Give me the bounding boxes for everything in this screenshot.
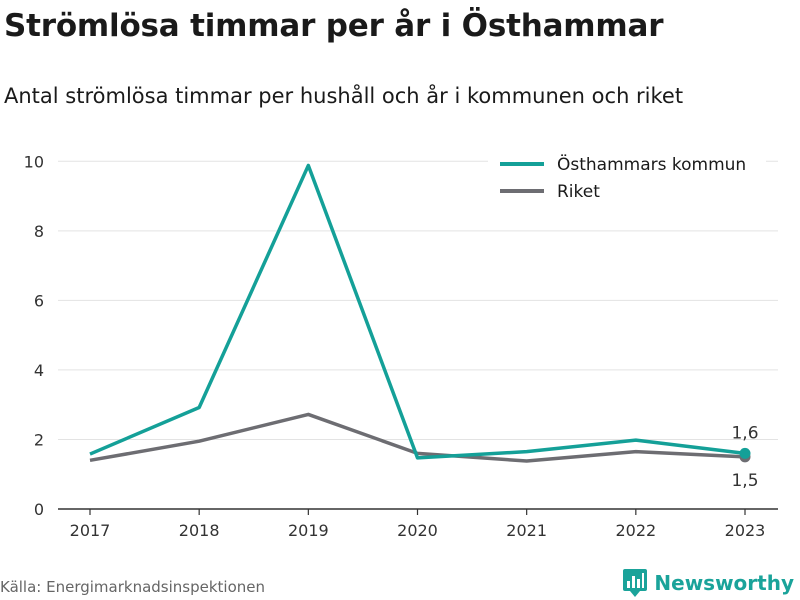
y-tick-label: 10 [24, 152, 44, 171]
y-tick-label: 8 [34, 222, 44, 241]
legend-label-kommun: Östhammars kommun [557, 153, 746, 175]
x-tick-label: 2023 [725, 521, 766, 540]
y-axis-ticks: 0 2 4 6 8 10 [24, 152, 44, 519]
end-label-kommun: 1,6 [731, 423, 758, 443]
y-tick-label: 6 [34, 291, 44, 310]
x-axis-ticks: 2017 2018 2019 2020 2021 2022 2023 [70, 509, 766, 540]
end-label-riket: 1,5 [731, 471, 758, 491]
legend-background [488, 148, 766, 208]
y-tick-label: 4 [34, 361, 44, 380]
chart-title: Strömlösa timmar per år i Östhammar [4, 8, 664, 44]
series-lines [89, 163, 751, 463]
x-tick-label: 2020 [397, 521, 438, 540]
x-tick-label: 2021 [506, 521, 547, 540]
end-labels: 1,6 1,5 [731, 423, 758, 490]
chart-subtitle: Antal strömlösa timmar per hushåll och å… [4, 84, 684, 108]
x-tick-label: 2018 [179, 521, 220, 540]
x-tick-label: 2017 [70, 521, 111, 540]
x-tick-label: 2019 [288, 521, 329, 540]
end-point-kommun [739, 447, 751, 459]
y-tick-label: 2 [34, 430, 44, 449]
brand-logo: Newsworthy [622, 568, 794, 598]
newsworthy-logo-icon [623, 569, 648, 597]
legend-label-riket: Riket [557, 182, 600, 202]
brand-name: Newsworthy [654, 571, 794, 595]
series-line-kommun [89, 163, 746, 460]
x-tick-label: 2022 [615, 521, 656, 540]
y-tick-label: 0 [34, 500, 44, 519]
legend: Östhammars kommun Riket [488, 148, 766, 208]
source-note: Källa: Energimarknadsinspektionen [0, 578, 266, 596]
